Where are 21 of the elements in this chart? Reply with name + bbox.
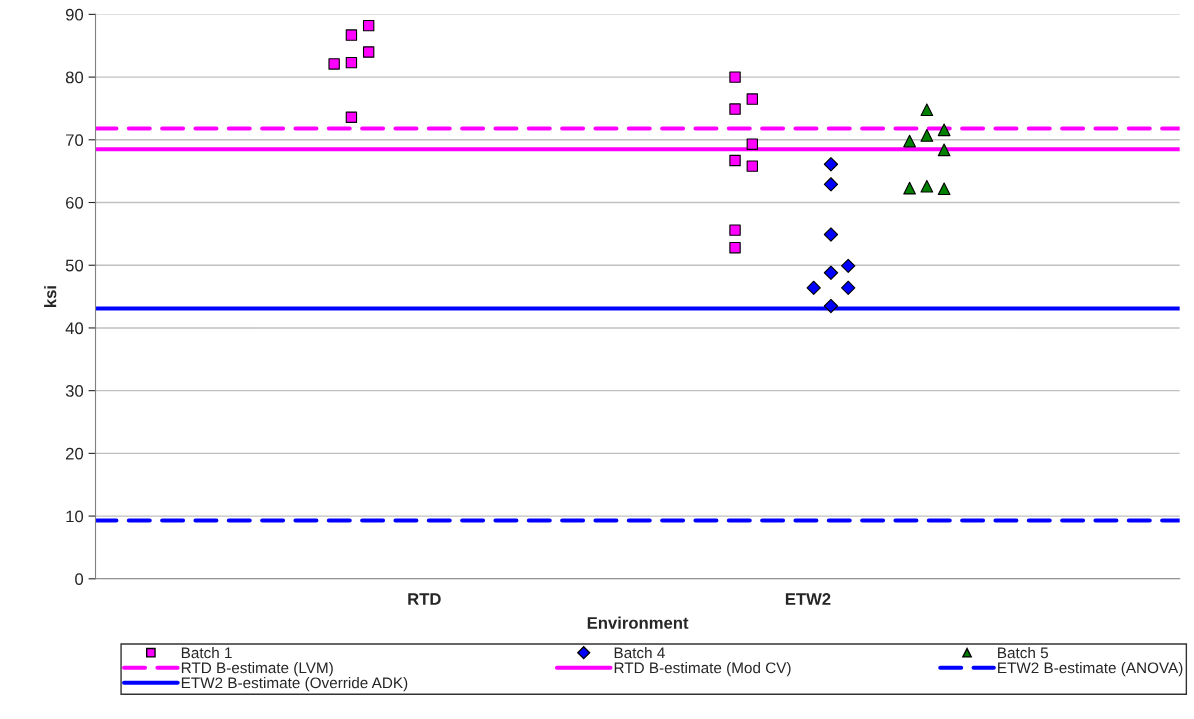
y-tick-label: 60 xyxy=(66,196,84,209)
legend-label: Batch 5 xyxy=(998,647,1048,659)
y-tick-label: 0 xyxy=(75,573,84,585)
y-tick-label: 10 xyxy=(66,510,84,523)
legend-label: ETW2 B-estimate (Override ADK) xyxy=(181,677,408,692)
legend-label: Batch 4 xyxy=(614,647,665,659)
y-tick-label: 40 xyxy=(65,322,84,335)
y-tick-label: 70 xyxy=(66,134,84,147)
legend-label: RTD B-estimate (LVM) xyxy=(181,662,333,677)
x-tick-label: ETW2 xyxy=(785,593,831,605)
y-axis-title: ksi xyxy=(44,286,57,308)
x-axis-title: Environment xyxy=(587,616,689,629)
legend-label: ETW2 B-estimate (ANOVA) xyxy=(998,662,1183,677)
legend-label: Batch 1 xyxy=(181,647,232,659)
y-tick-label: 90 xyxy=(65,8,84,21)
y-tick-label: 50 xyxy=(65,259,84,272)
y-tick-label: 30 xyxy=(65,385,84,397)
x-tick-label: RTD xyxy=(408,593,441,605)
y-tick-label: 80 xyxy=(65,71,84,84)
y-tick-label: 20 xyxy=(66,447,84,460)
legend-label: RTD B-estimate (Mod CV) xyxy=(614,662,791,677)
